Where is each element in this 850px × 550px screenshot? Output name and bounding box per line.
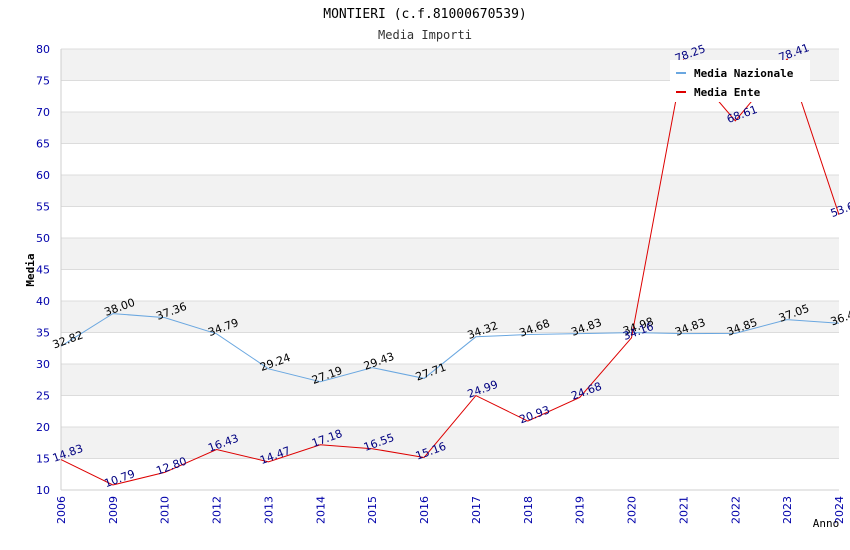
series-line (60, 313, 840, 383)
x-tick-label: 2018 (522, 496, 535, 524)
x-tick-label: 2020 (626, 496, 639, 524)
y-tick-label: 70 (36, 106, 50, 119)
x-tick-label: 2024 (833, 496, 846, 524)
x-tick-label: 2016 (418, 496, 431, 524)
legend-box (670, 60, 810, 102)
y-tick-label: 60 (36, 169, 50, 182)
y-tick-label: 15 (36, 453, 50, 466)
plot-band (61, 332, 839, 364)
plot-band (61, 458, 839, 490)
gridlines (61, 48, 839, 491)
y-axis-label: Media (24, 253, 37, 286)
x-tick-label: 2015 (366, 496, 379, 524)
y-tick-label: 40 (36, 295, 50, 308)
y-tick-label: 55 (36, 201, 50, 214)
y-tick-label: 75 (36, 75, 50, 88)
legend: Media Nazionale Media Ente (670, 60, 810, 102)
x-tick-label: 2013 (262, 496, 275, 524)
x-tick-label: 2010 (159, 496, 172, 524)
x-tick-labels: 2006 2009 2010 2012 2013 2014 2015 2016 2017 2018… (55, 496, 846, 524)
y-tick-label: 50 (36, 232, 50, 245)
legend-label: Media Ente (694, 86, 761, 99)
plot-band (61, 206, 839, 238)
chart-title: MONTIERI (c.f.81000670539) (323, 7, 527, 22)
plot-band (61, 143, 839, 175)
plot-band (61, 364, 839, 396)
y-tick-label: 65 (36, 138, 50, 151)
x-tick-label: 2012 (211, 496, 224, 524)
x-tick-label: 2017 (470, 496, 483, 524)
plot-band (61, 269, 839, 301)
y-tick-label: 30 (36, 358, 50, 371)
y-tick-label: 45 (36, 264, 50, 277)
x-tick-label: 2014 (314, 496, 327, 524)
axes (60, 49, 839, 491)
plot-band (61, 238, 839, 270)
plot-band (61, 175, 839, 207)
x-tick-label: 2009 (107, 496, 120, 524)
y-tick-label: 80 (36, 43, 50, 56)
plot-background-bands (61, 49, 839, 490)
y-tick-label: 10 (36, 484, 50, 497)
plot-band (61, 301, 839, 333)
plot-band (61, 112, 839, 144)
plot-band (61, 395, 839, 427)
y-tick-label: 35 (36, 327, 50, 340)
x-tick-label: 2006 (55, 496, 68, 524)
x-axis-label: Anno (813, 517, 840, 530)
legend-label: Media Nazionale (694, 67, 794, 80)
y-tick-labels: 10 15 20 25 30 35 40 45 50 55 60 65 70 75 80 (36, 43, 50, 497)
x-tick-label: 2023 (781, 496, 794, 524)
chart-subtitle: Media Importi (378, 28, 472, 42)
x-tick-label: 2019 (574, 496, 587, 524)
y-tick-label: 20 (36, 421, 50, 434)
plot-band (61, 427, 839, 459)
y-tick-label: 25 (36, 390, 50, 403)
x-tick-label: 2022 (729, 496, 742, 524)
x-tick-label: 2021 (677, 496, 690, 524)
